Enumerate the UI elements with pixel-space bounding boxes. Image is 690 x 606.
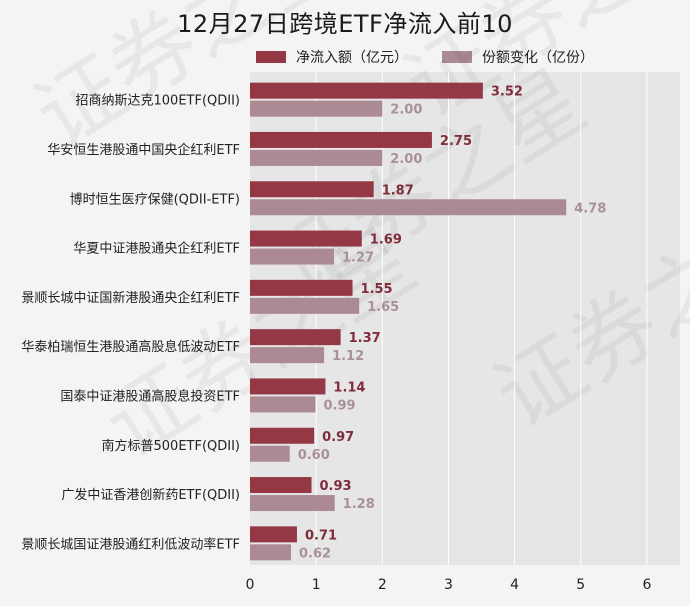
chart-title: 12月27日跨境ETF净流入前10 [177, 10, 513, 38]
x-tick-label: 0 [246, 577, 255, 593]
category-label: 招商纳斯达克100ETF(QDII) [76, 94, 241, 109]
bar-net-inflow [250, 427, 315, 444]
data-label-share-change: 0.99 [323, 398, 355, 413]
bar-share-change [250, 100, 383, 117]
category-label: 南方标普500ETF(QDII) [102, 438, 241, 454]
legend: 净流入额（亿元） 份额变化（亿份） [256, 47, 628, 67]
category-label: 华泰柏瑞恒生港股通高股息低波动ETF [21, 339, 240, 355]
data-label-net-inflow: 1.87 [382, 183, 414, 198]
data-label-share-change: 1.27 [342, 251, 374, 266]
data-label-share-change: 2.00 [390, 103, 422, 118]
legend-item-share-change: 份额变化（亿份） [442, 47, 594, 67]
bar-net-inflow [250, 279, 353, 296]
data-label-share-change: 0.62 [299, 546, 331, 561]
x-tick-label: 2 [378, 577, 387, 593]
x-tick-label: 5 [576, 577, 585, 593]
data-label-net-inflow: 1.69 [370, 233, 402, 248]
bar-net-inflow [250, 181, 374, 198]
x-tick-label: 1 [312, 577, 321, 593]
category-label: 博时恒生医疗保健(QDII-ETF) [70, 192, 240, 207]
bar-share-change [250, 396, 316, 413]
data-label-net-inflow: 0.93 [320, 479, 352, 494]
data-label-net-inflow: 0.71 [305, 528, 337, 543]
bar-share-change [250, 495, 335, 512]
bar-net-inflow [250, 477, 312, 494]
x-tick-label: 4 [510, 577, 519, 593]
legend-label-share-change: 份额变化（亿份） [482, 50, 594, 66]
bar-share-change [250, 199, 567, 216]
bar-net-inflow [250, 82, 483, 99]
data-label-share-change: 4.78 [574, 201, 606, 216]
category-label: 华夏中证港股通央企红利ETF [73, 241, 240, 257]
data-label-share-change: 2.00 [390, 152, 422, 167]
bar-net-inflow [250, 230, 362, 247]
legend-label-net-inflow: 净流入额（亿元） [296, 50, 408, 66]
bar-share-change [250, 248, 335, 265]
bar-share-change [250, 297, 360, 314]
x-tick-label: 6 [642, 577, 651, 593]
legend-swatch-share-change [442, 51, 472, 63]
bar-net-inflow [250, 329, 341, 346]
data-label-share-change: 1.28 [343, 497, 375, 512]
bar-share-change [250, 445, 290, 462]
category-label: 景顺长城国证港股通红利低波动率ETF [21, 536, 240, 552]
data-label-net-inflow: 1.55 [361, 282, 393, 297]
data-label-share-change: 1.65 [367, 300, 399, 315]
x-tick-label: 3 [444, 577, 453, 593]
data-label-net-inflow: 3.52 [491, 85, 523, 100]
data-label-net-inflow: 1.37 [349, 331, 381, 346]
data-label-net-inflow: 0.97 [322, 430, 354, 445]
category-label: 华安恒生港股通中国央企红利ETF [47, 142, 240, 158]
bar-net-inflow [250, 378, 326, 395]
category-label: 景顺长城中证国新港股通央企红利ETF [21, 290, 240, 306]
category-label: 国泰中证港股通高股息投资ETF [60, 388, 240, 404]
category-label: 广发中证香港创新药ETF(QDII) [61, 487, 240, 503]
bar-share-change [250, 347, 325, 364]
bar-net-inflow [250, 526, 297, 543]
bar-share-change [250, 544, 292, 561]
data-label-share-change: 1.12 [332, 349, 364, 364]
bar-net-inflow [250, 131, 432, 148]
bar-share-change [250, 149, 383, 166]
data-label-net-inflow: 1.14 [333, 380, 365, 395]
legend-swatch-net-inflow [256, 51, 286, 63]
data-label-share-change: 0.60 [298, 448, 330, 463]
legend-item-net-inflow: 净流入额（亿元） [256, 47, 408, 67]
data-label-net-inflow: 2.75 [440, 134, 472, 149]
